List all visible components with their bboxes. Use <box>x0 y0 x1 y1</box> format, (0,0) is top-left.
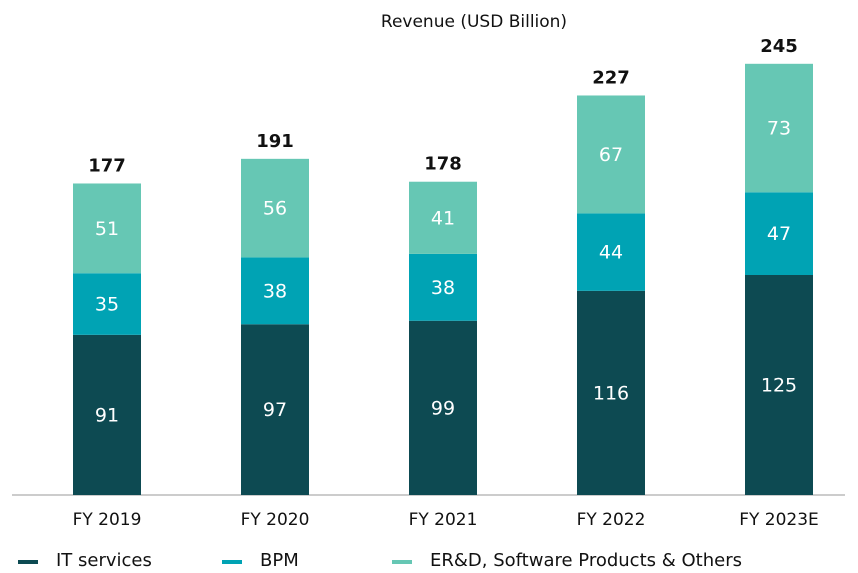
bar-segment <box>577 95 645 214</box>
total-label: 227 <box>592 67 630 88</box>
segment-label: 38 <box>263 280 287 302</box>
segment-label: 56 <box>263 198 287 220</box>
x-tick-label: FY 2019 <box>73 510 142 530</box>
x-tick-label: FY 2023E <box>739 510 819 530</box>
segment-label: 116 <box>593 382 629 404</box>
segment-label: 47 <box>767 223 791 245</box>
total-label: 178 <box>424 154 462 175</box>
legend-label: ER&D, Software Products & Others <box>430 550 742 571</box>
legend-label: BPM <box>260 550 299 571</box>
bar-segment <box>73 273 141 335</box>
bar-segment <box>241 158 309 258</box>
bar-segment <box>745 275 813 495</box>
segment-label: 51 <box>95 218 119 240</box>
chart-title: Revenue (USD Billion) <box>381 12 567 32</box>
segment-label: 125 <box>761 375 797 397</box>
bar-segment <box>745 63 813 193</box>
segment-label: 73 <box>767 118 791 140</box>
bar-segment <box>409 253 477 321</box>
bar-segment <box>241 324 309 495</box>
total-label: 245 <box>760 36 798 57</box>
segment-label: 44 <box>599 242 623 264</box>
segment-label: 38 <box>431 277 455 299</box>
segment-label: 97 <box>263 399 287 421</box>
bar-segment <box>73 183 141 274</box>
x-tick-label: FY 2022 <box>577 510 646 530</box>
bar-segment <box>409 181 477 254</box>
x-tick-label: FY 2021 <box>409 510 478 530</box>
bar-segment <box>577 290 645 495</box>
bar-segment <box>409 320 477 495</box>
segment-label: 91 <box>95 404 119 426</box>
bar-segment <box>745 192 813 275</box>
segment-label: 41 <box>431 207 455 229</box>
segment-label: 67 <box>599 144 623 166</box>
bar-segment <box>241 257 309 325</box>
bar-segment <box>73 334 141 495</box>
total-label: 191 <box>256 131 294 152</box>
total-label: 177 <box>88 155 126 176</box>
x-tick-label: FY 2020 <box>241 510 310 530</box>
legend-label: IT services <box>56 550 152 571</box>
segment-label: 35 <box>95 294 119 316</box>
bar-segment <box>577 213 645 291</box>
segment-label: 99 <box>431 397 455 419</box>
